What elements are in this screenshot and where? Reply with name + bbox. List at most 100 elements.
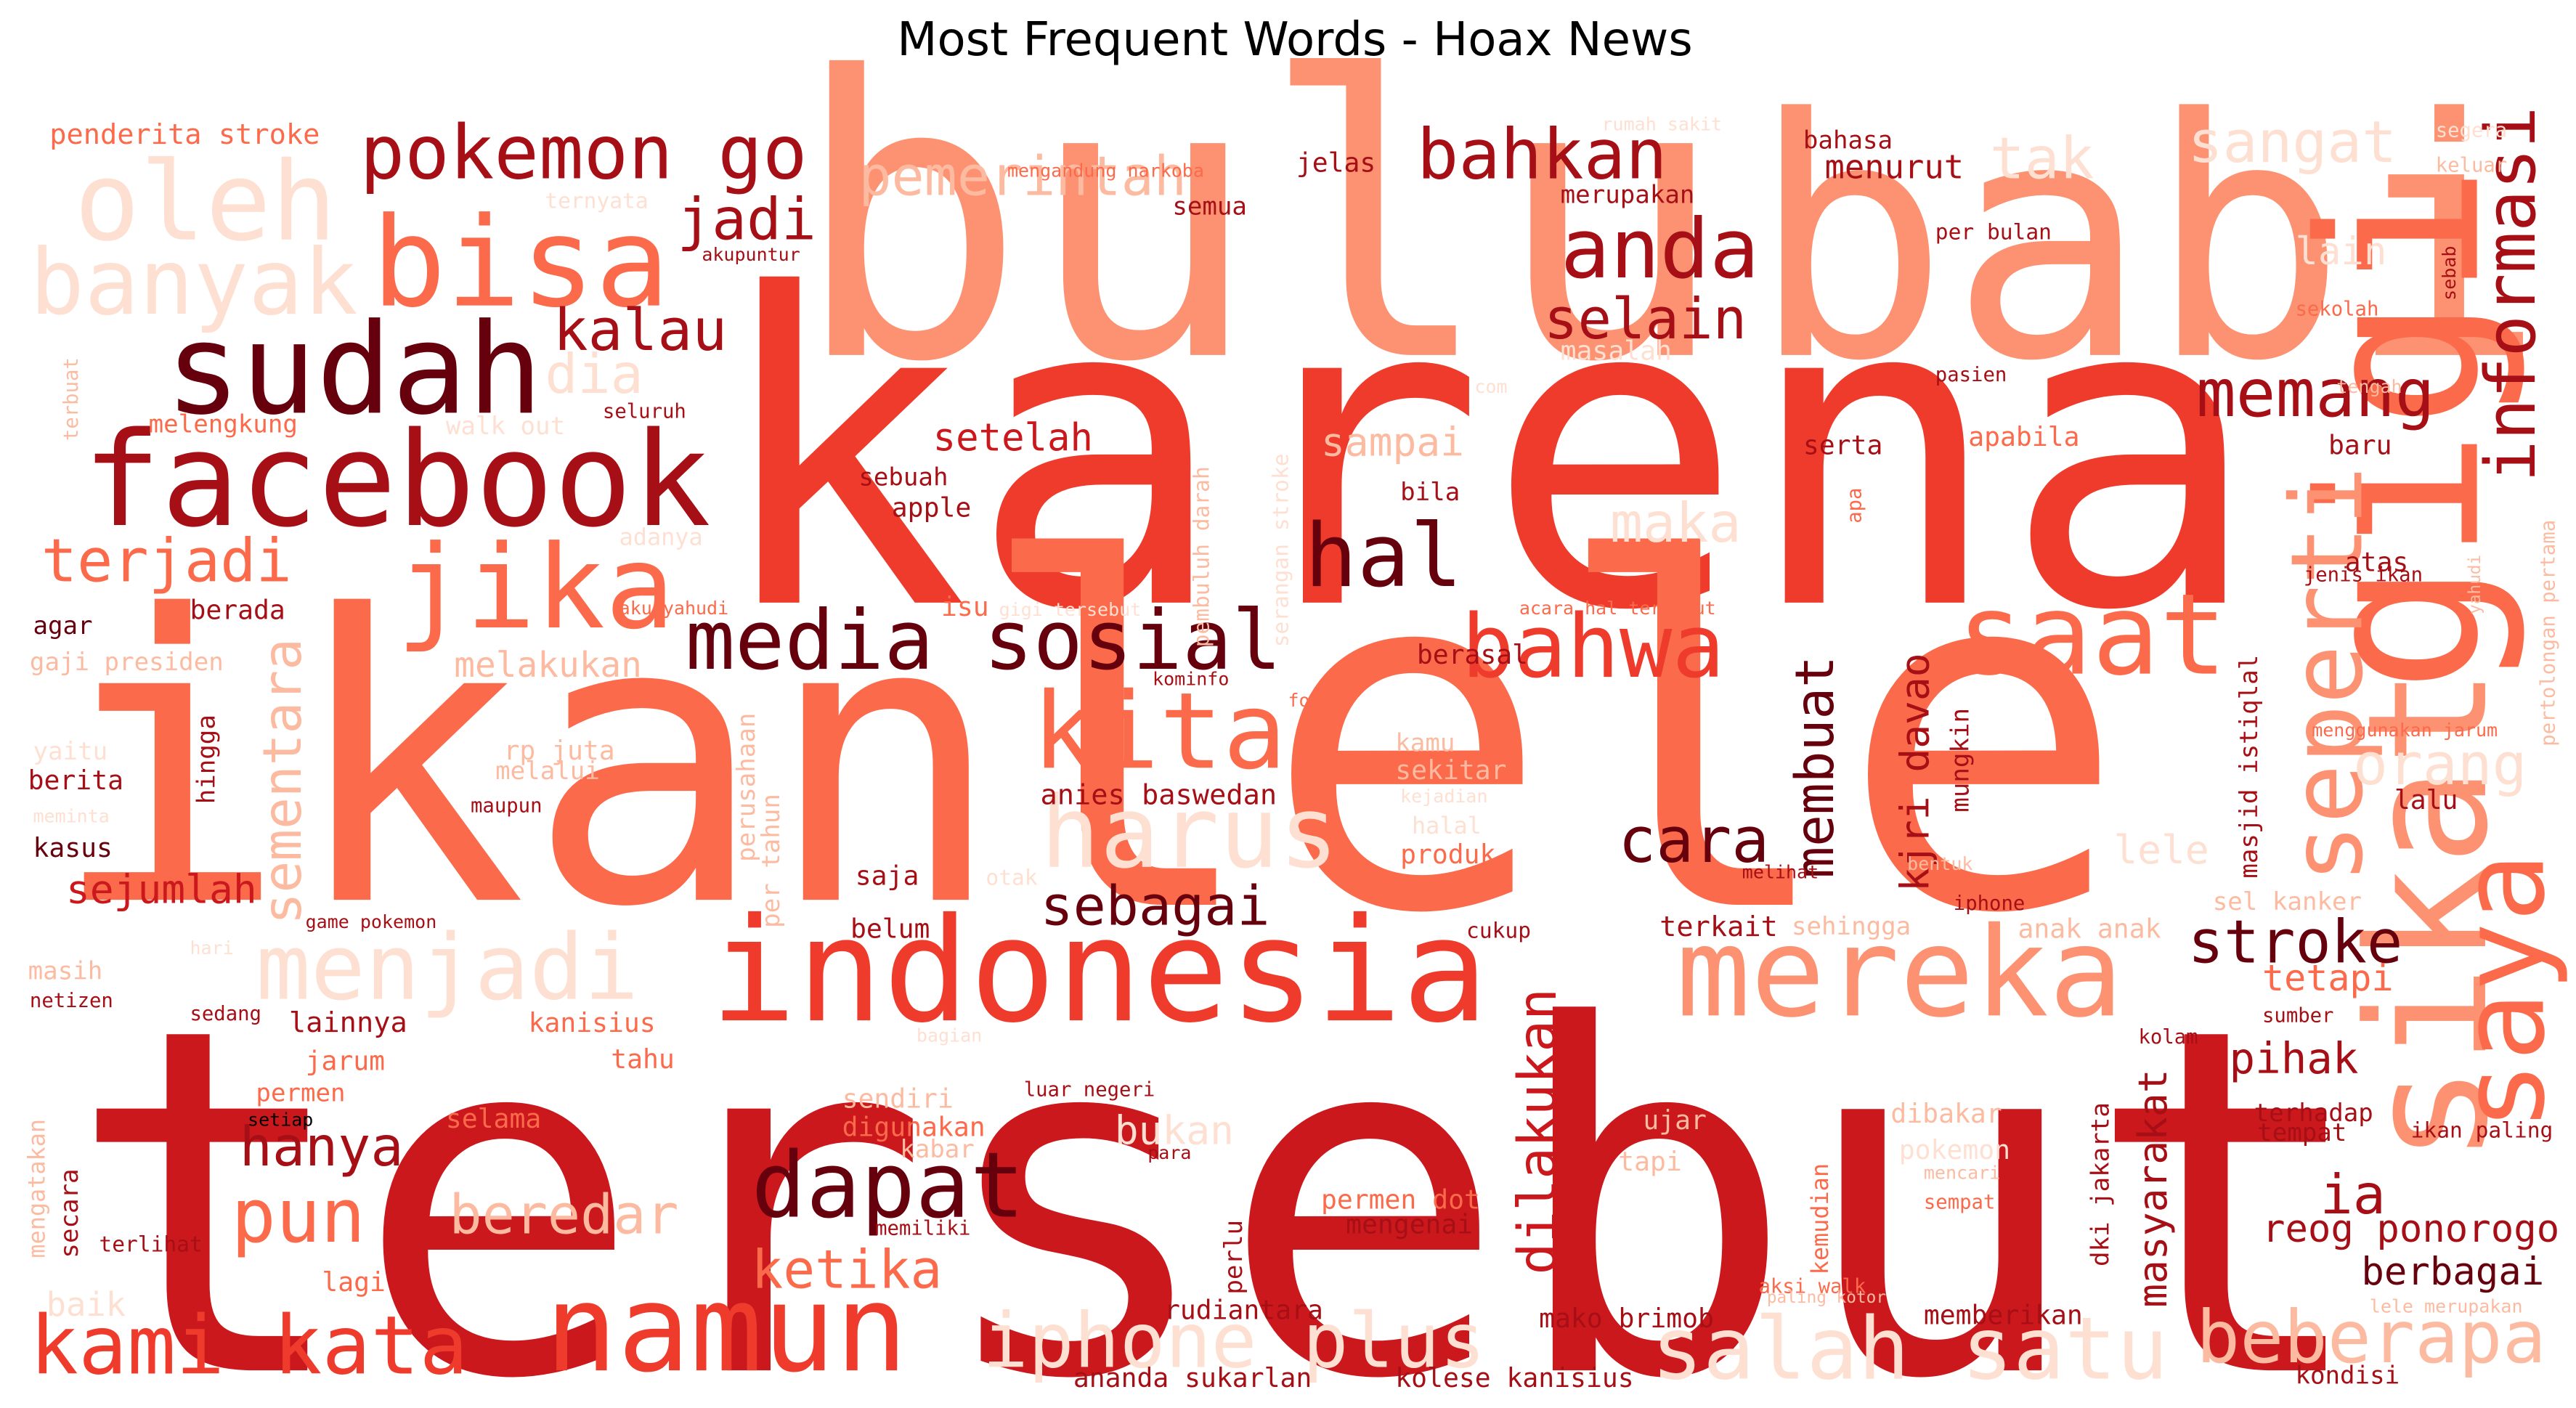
word: otak	[986, 866, 1037, 890]
chart-title: Most Frequent Words - Hoax News	[897, 13, 1692, 67]
word: merupakan	[1561, 181, 1695, 210]
word: stroke	[2188, 908, 2403, 977]
word: tengah	[2336, 376, 2402, 397]
word: sementara	[252, 638, 314, 924]
word: serangan stroke	[1269, 453, 1293, 647]
word: sejumlah	[66, 866, 257, 913]
word: kita	[1032, 670, 1286, 793]
word: jarum	[306, 1045, 385, 1076]
word: anak anak	[2018, 913, 2161, 944]
word: sekolah	[2295, 298, 2378, 320]
word: yaitu	[33, 737, 107, 766]
word: tetapi	[2262, 957, 2394, 999]
word: membuat	[1784, 656, 1846, 879]
word: apa	[1843, 488, 1866, 524]
word: beberapa	[2196, 1295, 2546, 1380]
word: seperti	[2270, 466, 2385, 884]
word: perlu	[1219, 1220, 1248, 1295]
word: setiap	[248, 1110, 313, 1131]
word: terkait	[1659, 911, 1778, 943]
word: kasus	[33, 832, 112, 863]
word: banyak	[30, 230, 358, 335]
word: mengandung narkoba	[1007, 160, 1204, 181]
word: kemudian	[1806, 1163, 1834, 1274]
word: permen	[256, 1079, 345, 1108]
word: aksi walk	[1759, 1275, 1866, 1298]
word: dibakar	[1890, 1098, 2002, 1129]
word: pun	[231, 1173, 365, 1260]
word: terhadap	[2254, 1099, 2373, 1128]
word: keluar	[2436, 154, 2508, 176]
word: karena	[710, 205, 2261, 704]
word: digunakan	[842, 1111, 986, 1142]
word: halal	[1412, 812, 1482, 839]
word: permen dot	[1321, 1184, 1480, 1215]
word: kondisi	[2295, 1361, 2400, 1390]
word: ketika	[752, 1240, 943, 1301]
word: adanya	[619, 523, 703, 550]
word: melengkung	[149, 410, 298, 439]
word: menggunakan jarum	[2312, 720, 2498, 741]
word: isu	[941, 591, 989, 622]
word: setelah	[933, 416, 1093, 460]
word: dia	[545, 342, 643, 406]
word: babi	[1750, 49, 2545, 434]
word: foto	[1288, 690, 1332, 711]
word: tahu	[611, 1043, 675, 1075]
word: reog ponorogo	[2262, 1207, 2559, 1251]
word: iphone plus	[983, 1297, 1486, 1385]
word: hingga	[192, 715, 222, 804]
word: rudiantara	[1164, 1295, 1323, 1326]
word: sel kanker	[2213, 887, 2362, 916]
word: salah satu	[1651, 1299, 2169, 1399]
word: mengatakan	[23, 1119, 50, 1258]
word: bentuk	[1907, 853, 1972, 874]
word: ujar	[1643, 1104, 1707, 1136]
word: agar	[33, 611, 92, 640]
word: meminta	[33, 805, 109, 826]
word: seluruh	[603, 400, 686, 423]
word: perusahaan	[732, 713, 761, 862]
word: bila	[1400, 478, 1460, 507]
word: gigi	[2274, 165, 2530, 693]
word: berita	[28, 765, 123, 796]
word: bagian	[917, 1025, 982, 1046]
word: sebagai	[1040, 874, 1269, 937]
word: pembuluh darah	[1189, 466, 1214, 647]
word: melihat	[1742, 862, 1819, 883]
word: belum	[850, 913, 930, 944]
word: masih	[28, 956, 103, 985]
word: memberikan	[1924, 1300, 2083, 1331]
word: lainnya	[289, 1006, 407, 1039]
word: pokemon go	[360, 110, 808, 197]
word: sampai	[1321, 419, 1464, 465]
word: kolese kanisius	[1395, 1362, 1633, 1393]
word: per tahun	[757, 794, 786, 928]
word: pasien	[1935, 364, 2007, 386]
word: netizen	[30, 990, 113, 1012]
word: jelas	[1296, 147, 1376, 178]
word: beredar	[449, 1182, 678, 1246]
word: sangat	[2188, 108, 2397, 176]
word: saat	[1957, 570, 2227, 701]
word: pihak	[2230, 1033, 2359, 1083]
word: walk out	[446, 412, 565, 441]
word: sebab	[2439, 246, 2460, 301]
word: berbagai	[2361, 1250, 2544, 1294]
word: saja	[856, 860, 919, 892]
word: ia	[2320, 1163, 2386, 1226]
word: media sosial	[686, 592, 1282, 688]
word: secara	[55, 1168, 84, 1258]
word: menurut	[1824, 148, 1964, 187]
word: kjri davao	[1892, 653, 1938, 891]
word: mako brimob	[1539, 1303, 1714, 1334]
word: dki jakarta	[2087, 1102, 2116, 1266]
word: tak	[1990, 125, 2094, 192]
word: kanisius	[529, 1007, 656, 1038]
word: facebook	[83, 404, 711, 556]
word: acara hal tersebut	[1519, 598, 1716, 619]
word: pokemon	[1899, 1134, 2010, 1165]
word: bukan	[1115, 1107, 1234, 1154]
